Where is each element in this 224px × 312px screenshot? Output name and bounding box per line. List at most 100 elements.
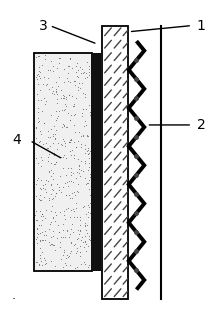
Point [72, 123, 76, 128]
Point [72, 102, 76, 107]
Point [43, 237, 46, 242]
Point [44, 261, 47, 266]
Point [44, 82, 48, 87]
Point [70, 190, 74, 195]
Point [47, 86, 51, 91]
Point [52, 242, 56, 247]
Point [57, 188, 61, 193]
Point [61, 264, 64, 269]
Point [42, 195, 46, 200]
Point [80, 114, 84, 119]
Point [79, 142, 83, 147]
Point [69, 179, 73, 184]
Bar [34, 53, 92, 271]
Point [35, 234, 39, 239]
Point [86, 148, 90, 153]
Point [73, 79, 76, 84]
Point [59, 87, 62, 92]
Point [53, 161, 57, 166]
Point [64, 181, 67, 186]
Point [77, 163, 81, 168]
Point [76, 88, 79, 93]
Point [37, 139, 41, 144]
Point [69, 195, 72, 200]
Point [52, 92, 56, 97]
Point [83, 238, 87, 243]
Point [37, 53, 41, 58]
Point [75, 170, 79, 175]
Point [84, 248, 88, 253]
Point [40, 62, 44, 67]
Point [78, 85, 82, 90]
Point [78, 173, 82, 178]
Point [53, 131, 56, 136]
Point [61, 252, 65, 257]
Point [50, 242, 53, 247]
Point [61, 185, 65, 190]
Point [43, 186, 47, 191]
Point [77, 166, 81, 171]
Point [50, 235, 53, 240]
Point [62, 123, 66, 128]
Point [62, 107, 66, 112]
Point [76, 235, 80, 240]
Point [75, 60, 79, 65]
Point [34, 135, 38, 140]
Point [87, 102, 91, 107]
Point [54, 89, 58, 94]
Point [38, 87, 41, 92]
Point [34, 55, 37, 60]
Point [81, 107, 85, 112]
Point [87, 165, 90, 170]
Point [60, 257, 63, 262]
Point [62, 228, 65, 233]
Point [47, 168, 51, 173]
Point [73, 241, 76, 246]
Point [64, 207, 68, 212]
Point [73, 82, 76, 87]
Point [35, 259, 39, 264]
Point [36, 53, 39, 58]
Point [67, 193, 71, 197]
Point [36, 227, 39, 232]
Point [46, 178, 50, 183]
Point [40, 212, 43, 217]
Point [51, 214, 55, 219]
Point [44, 190, 48, 195]
Point [58, 209, 62, 214]
Point [84, 228, 87, 233]
Point [69, 239, 73, 244]
Point [86, 59, 89, 64]
Point [51, 229, 54, 234]
Point [49, 168, 53, 173]
Point [64, 140, 67, 145]
Point [86, 168, 89, 173]
Point [39, 198, 43, 203]
Point [84, 211, 87, 216]
Point [40, 217, 43, 222]
Point [86, 214, 90, 219]
Point [51, 195, 55, 200]
Point [39, 258, 43, 263]
Point [86, 202, 90, 207]
Point [52, 64, 55, 69]
Point [64, 104, 67, 109]
Point [69, 138, 73, 143]
Point [34, 209, 38, 214]
Bar [91, 53, 101, 271]
Point [84, 71, 87, 76]
Point [83, 76, 87, 80]
Point [39, 131, 42, 136]
Point [87, 205, 90, 210]
Point [60, 234, 63, 239]
Point [79, 223, 82, 228]
Point [88, 192, 92, 197]
Point [41, 183, 45, 188]
Point [83, 221, 87, 226]
Point [78, 170, 81, 175]
Point [44, 207, 47, 212]
Point [69, 153, 73, 158]
Point [43, 229, 47, 234]
Point [61, 235, 65, 240]
Point [81, 110, 84, 115]
